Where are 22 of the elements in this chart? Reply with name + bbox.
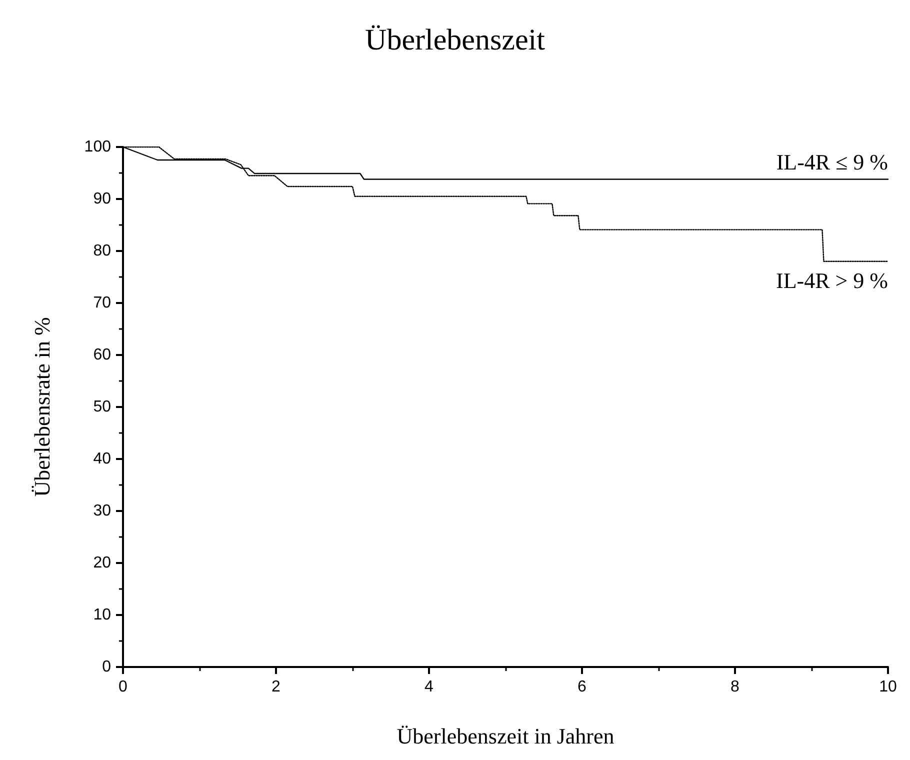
y-tick-label: 60 xyxy=(93,346,112,364)
y-tick-label: 30 xyxy=(93,502,112,520)
x-axis-title: Überlebenszeit in Jahren xyxy=(396,724,614,748)
series-label: IL-4R > 9 % xyxy=(776,268,888,293)
x-tick-label: 0 xyxy=(118,678,128,696)
y-axis-title: Überlebensrate in % xyxy=(30,317,54,497)
y-tick-label: 20 xyxy=(93,554,112,572)
x-tick-label: 2 xyxy=(272,678,281,696)
x-tick-label: 8 xyxy=(730,678,740,696)
series-label: IL-4R ≤ 9 % xyxy=(776,150,888,175)
chart-title: Überlebenszeit xyxy=(365,24,546,56)
x-tick-label: 10 xyxy=(879,678,897,696)
y-tick-label: 90 xyxy=(93,190,112,208)
y-tick-label: 80 xyxy=(93,242,112,260)
y-tick-label: 70 xyxy=(93,294,112,312)
x-tick-label: 6 xyxy=(578,678,587,696)
y-tick-label: 10 xyxy=(93,606,112,624)
x-tick-label: 4 xyxy=(424,678,434,696)
y-tick-label: 50 xyxy=(93,398,112,416)
y-tick-label: 0 xyxy=(102,658,112,676)
y-tick-label: 40 xyxy=(93,450,112,468)
y-tick-label: 100 xyxy=(84,138,112,156)
